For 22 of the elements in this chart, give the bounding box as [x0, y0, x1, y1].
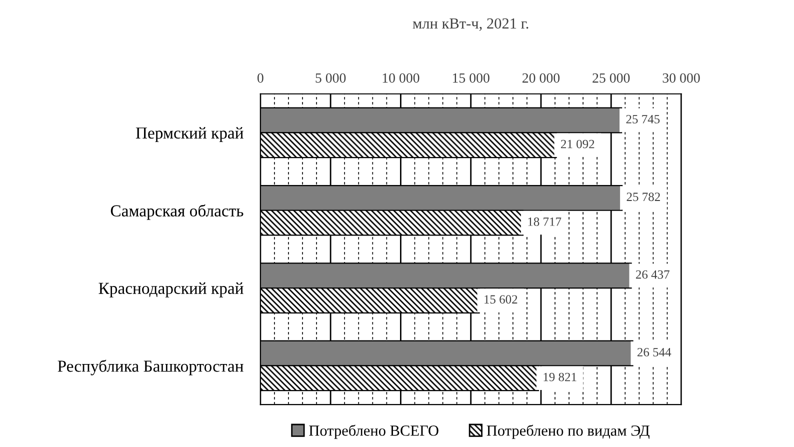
data-label: 21 092 [561, 140, 594, 148]
legend-label: Потреблено по видам ЭД [486, 424, 650, 439]
x-tick-label: 30 000 [662, 73, 700, 83]
x-tick-label: 25 000 [592, 73, 630, 83]
data-label: 25 782 [626, 192, 660, 202]
data-label: 19 821 [544, 372, 576, 382]
y-tick-label: Самарская область [110, 204, 244, 220]
data-label: 26 437 [636, 270, 670, 279]
x-tick-label: 20 000 [522, 73, 560, 83]
x-tick-label: 5 000 [316, 73, 346, 83]
data-label: 15 602 [484, 295, 518, 304]
data-label: 25 745 [626, 115, 660, 124]
chart-title: млн кВт-ч, 2021 г. [412, 18, 528, 31]
x-tick-label: 15 000 [452, 73, 490, 83]
data-label: 18 717 [528, 217, 562, 226]
y-tick-label: Краснодарский край [98, 282, 244, 298]
x-tick-label: 10 000 [382, 73, 420, 83]
y-tick-label: Республика Башкортостан [58, 360, 244, 376]
y-tick-label: Пермский край [136, 127, 244, 142]
legend-label: Потреблено ВСЕГО [309, 424, 438, 439]
x-tick-label: 0 [257, 73, 264, 83]
data-label: 26 544 [637, 348, 672, 356]
